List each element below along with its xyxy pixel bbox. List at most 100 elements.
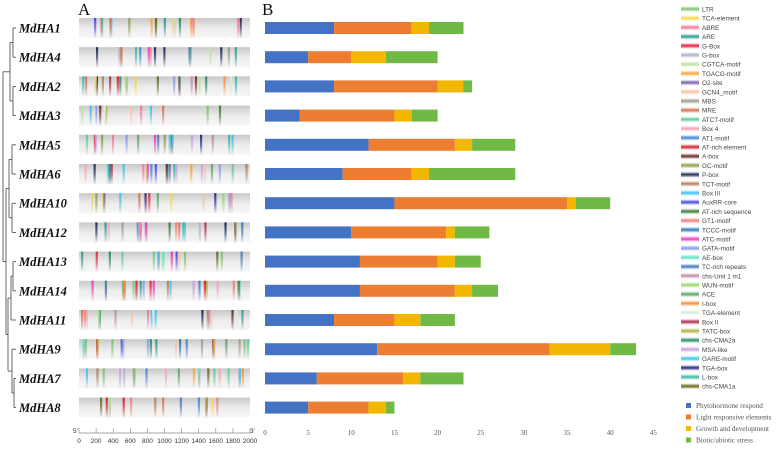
legend-label: GT1-motif bbox=[702, 218, 731, 225]
bar-MdHA2-light-responsive-elements bbox=[334, 80, 438, 93]
cis-element-mark bbox=[192, 18, 195, 38]
cis-element-mark bbox=[178, 18, 182, 38]
cis-element-mark bbox=[168, 222, 171, 243]
bar-MdHA5-growth-and-development bbox=[454, 138, 473, 151]
legend-label: I-box bbox=[702, 301, 717, 308]
bar-MdHA9-growth-and-development bbox=[549, 343, 611, 356]
cis-element-mark bbox=[95, 222, 98, 243]
cis-element-mark bbox=[190, 134, 194, 155]
gene-label: MdHA9 bbox=[18, 343, 61, 357]
bar-MdHA11-biotic-abiotic-stress bbox=[420, 314, 455, 326]
cis-element-mark bbox=[213, 368, 216, 389]
cis-element-mark bbox=[130, 397, 133, 418]
cis-element-mark bbox=[175, 222, 178, 243]
bar-MdHA8-phytohormone-respond bbox=[265, 401, 309, 414]
scale-tick-label: 800 bbox=[142, 438, 153, 445]
legend-label: TGA-element bbox=[702, 310, 740, 317]
cis-element-mark bbox=[93, 164, 96, 184]
legend-swatch bbox=[681, 88, 699, 95]
cis-element-mark bbox=[168, 164, 171, 184]
legend-swatch bbox=[681, 217, 699, 224]
promoter-MdHA14 bbox=[79, 280, 250, 301]
legend-swatch bbox=[681, 116, 699, 123]
scale-start-label: 5' bbox=[73, 428, 78, 435]
cis-element-mark bbox=[156, 193, 159, 214]
cis-element-mark bbox=[150, 18, 153, 38]
legend-label: AT-rich element bbox=[702, 145, 746, 152]
cis-element-mark bbox=[148, 193, 151, 214]
cis-element-mark bbox=[99, 105, 102, 126]
promoter-MdHA4 bbox=[79, 47, 250, 68]
promoter-bar bbox=[79, 339, 250, 360]
cis-element-mark bbox=[91, 193, 94, 214]
cis-element-mark bbox=[105, 105, 108, 126]
bar-MdHA13-phytohormone-respond bbox=[265, 255, 360, 268]
cis-element-mark bbox=[102, 193, 105, 214]
promoter-bar bbox=[79, 397, 250, 418]
cis-element-mark bbox=[205, 76, 208, 97]
cis-element-mark bbox=[185, 339, 188, 360]
bar-MdHA4-light-responsive-elements bbox=[308, 51, 352, 64]
cis-element-mark bbox=[157, 134, 160, 155]
cis-element-mark bbox=[162, 397, 165, 418]
cis-element-mark bbox=[121, 251, 124, 272]
bar-MdHA14-light-responsive-elements bbox=[359, 284, 455, 297]
promoter-MdHA6 bbox=[79, 164, 250, 184]
cis-element-mark bbox=[234, 47, 237, 68]
cis-element-mark bbox=[136, 222, 139, 243]
bar-MdHA12-phytohormone-respond bbox=[265, 226, 352, 239]
cis-element-mark bbox=[241, 222, 244, 243]
cis-element-mark bbox=[107, 222, 110, 243]
scale-tick-label: 1000 bbox=[157, 438, 172, 445]
cis-element-mark bbox=[203, 164, 207, 184]
gene-label: MdHA14 bbox=[18, 284, 67, 298]
cis-element-mark bbox=[162, 251, 165, 272]
cis-element-mark bbox=[103, 105, 106, 126]
cis-element-mark bbox=[241, 368, 244, 389]
legend-label: L-box bbox=[702, 375, 719, 382]
cis-element-mark bbox=[188, 47, 191, 68]
legend-swatch bbox=[681, 318, 699, 325]
legend-label: MBS bbox=[702, 99, 716, 106]
legend-label: TCCC-motif bbox=[702, 227, 736, 234]
cis-element-mark bbox=[197, 397, 201, 418]
cis-element-mark bbox=[240, 251, 243, 272]
cis-element-mark bbox=[150, 164, 153, 184]
cis-element-mark bbox=[83, 310, 86, 330]
cis-element-mark bbox=[104, 280, 108, 301]
cis-element-mark bbox=[94, 18, 97, 38]
bar-MdHA1-phytohormone-respond bbox=[265, 22, 335, 34]
bar-MdHA14-biotic-abiotic-stress bbox=[472, 284, 499, 297]
cis-element-mark bbox=[227, 47, 230, 68]
cis-element-mark bbox=[178, 222, 181, 243]
bar-MdHA10-light-responsive-elements bbox=[394, 197, 568, 210]
cis-element-mark bbox=[116, 76, 119, 97]
legend-swatch bbox=[681, 226, 699, 233]
cis-element-mark bbox=[154, 164, 157, 184]
legend-swatch bbox=[681, 180, 699, 187]
bar-MdHA9-biotic-abiotic-stress bbox=[610, 343, 637, 356]
cis-element-mark bbox=[192, 280, 195, 301]
cis-element-mark bbox=[192, 368, 196, 389]
legend-swatch bbox=[681, 24, 699, 31]
legend-label: ATC-motif bbox=[702, 237, 731, 244]
bar-MdHA10-biotic-abiotic-stress bbox=[575, 197, 611, 210]
bar-MdHA1-biotic-abiotic-stress bbox=[428, 22, 464, 34]
bar-MdHA7-growth-and-development bbox=[403, 372, 421, 385]
cis-element-mark bbox=[123, 368, 126, 389]
promoter-MdHA2 bbox=[79, 76, 250, 97]
bar-MdHA14-growth-and-development bbox=[454, 284, 473, 297]
cis-element-mark bbox=[152, 280, 155, 301]
panel-b-label: B bbox=[262, 0, 273, 19]
gene-label: MdHA2 bbox=[18, 80, 61, 94]
cis-element-mark bbox=[111, 134, 115, 155]
bar-MdHA7-phytohormone-respond bbox=[265, 372, 317, 385]
legend-label: WUN-motif bbox=[702, 283, 733, 290]
cis-element-mark bbox=[174, 339, 178, 360]
cis-element-mark bbox=[139, 222, 142, 243]
cis-element-mark bbox=[227, 368, 230, 389]
cis-element-mark bbox=[175, 251, 178, 272]
legend-swatch bbox=[681, 263, 699, 270]
cis-element-mark bbox=[232, 280, 235, 301]
legend-swatch bbox=[681, 291, 699, 298]
